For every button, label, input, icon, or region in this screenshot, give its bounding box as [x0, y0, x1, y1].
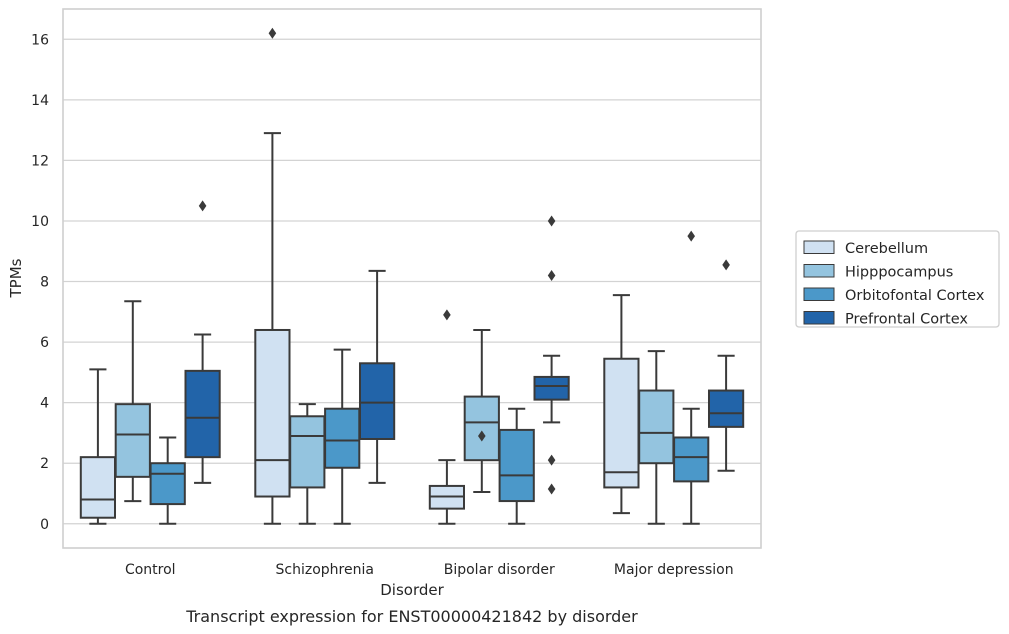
y-axis-title: TPMs [7, 258, 25, 298]
plot-frame [62, 8, 762, 549]
outlier-point [547, 454, 556, 466]
axes: 0 2 4 6 8 10 12 14 16 Control Schizophrenia Bipolar… [31, 8, 762, 578]
y-tick-label: 6 [40, 335, 49, 351]
box-group [707, 259, 745, 472]
box [358, 362, 396, 440]
y-tick-label: 10 [31, 214, 49, 230]
box-group [79, 368, 117, 525]
y-tick-label: 12 [31, 153, 49, 169]
box [707, 389, 745, 428]
outlier-point [268, 27, 277, 39]
outlier-point [478, 430, 486, 442]
legend-swatch [803, 264, 835, 278]
x-tick-label: Schizophrenia [276, 562, 374, 578]
box [114, 403, 151, 478]
box-group [358, 269, 396, 484]
box-group [533, 215, 570, 495]
box [533, 375, 570, 401]
box [79, 456, 117, 519]
chart-caption: Transcript expression for ENST0000042184… [185, 607, 638, 626]
box-group [638, 350, 675, 525]
box-group [254, 27, 291, 525]
legend-swatch [803, 240, 835, 254]
legend-swatch [803, 311, 835, 325]
box [254, 328, 291, 498]
box [638, 389, 675, 465]
legend-label: Orbitofontal Cortex [845, 288, 985, 304]
box [149, 462, 186, 506]
box [324, 407, 361, 469]
box-group [114, 300, 151, 503]
box-group [498, 407, 535, 525]
y-tick-label: 0 [40, 517, 49, 533]
outlier-point [443, 309, 451, 321]
y-tick-label: 14 [31, 93, 49, 109]
x-tick-label: Major depression [614, 562, 734, 578]
legend-swatch [803, 287, 835, 301]
box-group [184, 200, 221, 484]
box-group [673, 230, 710, 525]
box [673, 436, 710, 483]
gridlines [63, 9, 761, 548]
outlier-point [547, 269, 556, 281]
box [184, 369, 221, 459]
box [603, 357, 640, 489]
outlier-point [722, 259, 730, 271]
legend-frame [795, 230, 1000, 328]
legend-label: Hipppocampus [845, 265, 953, 281]
y-tick-label: 2 [40, 456, 49, 472]
y-tick-label: 4 [40, 396, 49, 412]
x-tick-label: Bipolar disorder [444, 562, 555, 578]
box-group [463, 328, 500, 493]
x-axis-title: Disorder [380, 581, 444, 599]
box [498, 428, 535, 503]
legend-label: Cerebellum [845, 241, 928, 257]
outlier-point [547, 215, 556, 227]
outlier-point [687, 230, 695, 242]
box-group [603, 294, 640, 515]
box [463, 395, 500, 462]
box-group [289, 403, 326, 525]
outlier-point [547, 483, 556, 495]
legend-label: Prefrontal Cortex [845, 312, 968, 328]
box-group [149, 436, 186, 525]
legend: Cerebellum Hipppocampus Orbitofontal Corte… [795, 230, 1000, 328]
box-group [428, 309, 466, 525]
outlier-point [198, 200, 207, 212]
y-tick-label: 8 [40, 275, 49, 291]
x-tick-label: Control [125, 562, 176, 578]
y-tick-label: 16 [31, 32, 49, 48]
box-group [324, 348, 361, 525]
plot-area [79, 27, 745, 525]
box [289, 415, 326, 489]
